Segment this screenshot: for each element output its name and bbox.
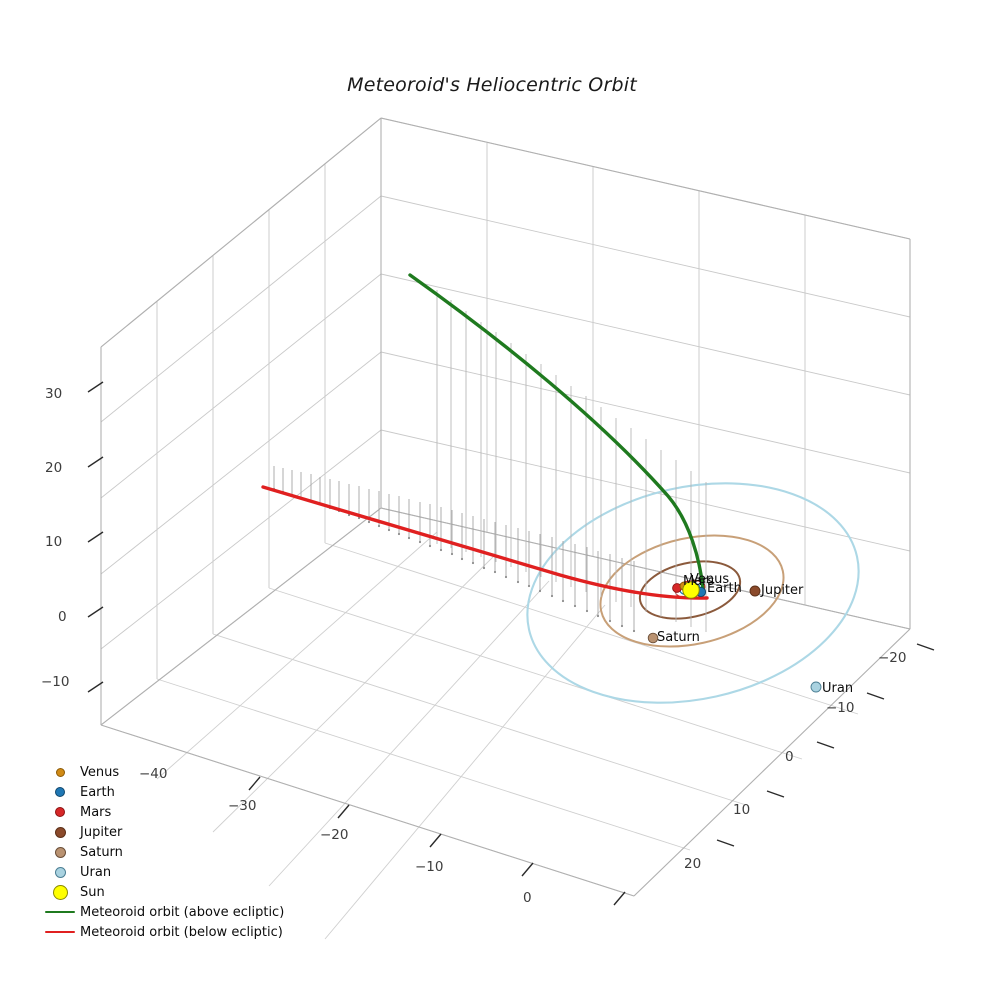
uran-label: Uran: [822, 681, 854, 696]
planet-marker-jupiter[interactable]: [749, 585, 761, 597]
legend-marker-earth-icon: [40, 787, 80, 797]
legend-label-saturn: Saturn: [80, 844, 123, 860]
pane-back-right: [381, 118, 910, 629]
z-tick-label-10: 10: [45, 534, 63, 550]
orbit-ellipse-jupiter: [638, 560, 742, 620]
legend-label-below-ecliptic: Meteoroid orbit (below ecliptic): [80, 924, 283, 940]
legend-item-below-ecliptic[interactable]: Meteoroid orbit (below ecliptic): [40, 922, 290, 942]
x-tick-label-neg20: −20: [320, 827, 349, 843]
legend-label-mars: Mars: [80, 804, 112, 820]
orbit-ellipse-saturn: [599, 534, 785, 648]
legend-line-above-ecliptic-icon: [40, 910, 80, 914]
legend-marker-uran-icon: [40, 866, 80, 878]
z-tick-label-0: 0: [58, 609, 67, 625]
y-tick-label-neg20: −20: [878, 650, 907, 666]
legend-marker-venus-icon: [40, 767, 80, 777]
legend-item-jupiter[interactable]: Jupiter: [40, 822, 290, 842]
legend: Venus Earth Mars Jupiter Saturn: [40, 762, 290, 942]
legend-label-sun: Sun: [80, 884, 105, 900]
legend-item-earth[interactable]: Earth: [40, 782, 290, 802]
legend-marker-mars-icon: [40, 807, 80, 817]
legend-item-mars[interactable]: Mars: [40, 802, 290, 822]
legend-label-uran: Uran: [80, 864, 112, 880]
legend-marker-saturn-icon: [40, 846, 80, 858]
legend-marker-sun-icon: [40, 884, 80, 900]
page-title: Meteoroid's Heliocentric Orbit: [347, 74, 637, 96]
legend-item-sun[interactable]: Sun: [40, 882, 290, 902]
earth-label: Earth: [707, 581, 742, 596]
y-tick-label-10: 10: [733, 802, 751, 818]
planet-marker-sun[interactable]: [682, 581, 700, 599]
legend-label-earth: Earth: [80, 784, 115, 800]
axes-box-edges: [100, 117, 911, 897]
pane-floor: [101, 508, 910, 896]
z-tick-label-30: 30: [45, 386, 63, 402]
tick-marks-x: [248, 776, 626, 906]
z-tick-label-20: 20: [45, 460, 63, 476]
legend-marker-jupiter-icon: [40, 826, 80, 838]
saturn-label: Saturn: [657, 630, 700, 645]
legend-item-above-ecliptic[interactable]: Meteoroid orbit (above ecliptic): [40, 902, 290, 922]
x-tick-label-neg30: −30: [228, 798, 257, 814]
legend-item-venus[interactable]: Venus: [40, 762, 290, 782]
meteoroid-orbit-above-ecliptic: [408, 273, 705, 591]
orbit-ellipse-uranus: [526, 482, 860, 704]
legend-item-saturn[interactable]: Saturn: [40, 842, 290, 862]
y-tick-label-0: 0: [785, 749, 794, 765]
legend-line-below-ecliptic-icon: [40, 930, 80, 934]
legend-item-uran[interactable]: Uran: [40, 862, 290, 882]
legend-label-above-ecliptic: Meteoroid orbit (above ecliptic): [80, 904, 285, 920]
jupiter-label: Jupiter: [761, 583, 804, 598]
legend-label-jupiter: Jupiter: [80, 824, 123, 840]
stem-droplines: [273, 466, 635, 631]
mars-label: Mars: [683, 574, 715, 589]
z-tick-label-neg10: −10: [41, 674, 70, 690]
planet-marker-uran[interactable]: [810, 681, 822, 693]
x-tick-label-neg10: −10: [415, 859, 444, 875]
planet-marker-saturn[interactable]: [647, 632, 659, 644]
tick-marks-y: [716, 643, 935, 847]
stem-tips: [272, 487, 636, 633]
venus-label: Venus: [690, 572, 730, 587]
legend-label-venus: Venus: [80, 764, 120, 780]
y-tick-label-neg10: −10: [826, 700, 855, 716]
tick-marks-z: [87, 381, 104, 693]
y-tick-label-20: 20: [684, 856, 702, 872]
x-tick-label-neg40: −40: [139, 766, 168, 782]
x-tick-label-0: 0: [523, 890, 532, 906]
pane-back-left: [101, 118, 381, 725]
meteoroid-orbit-below-ecliptic: [261, 485, 709, 600]
